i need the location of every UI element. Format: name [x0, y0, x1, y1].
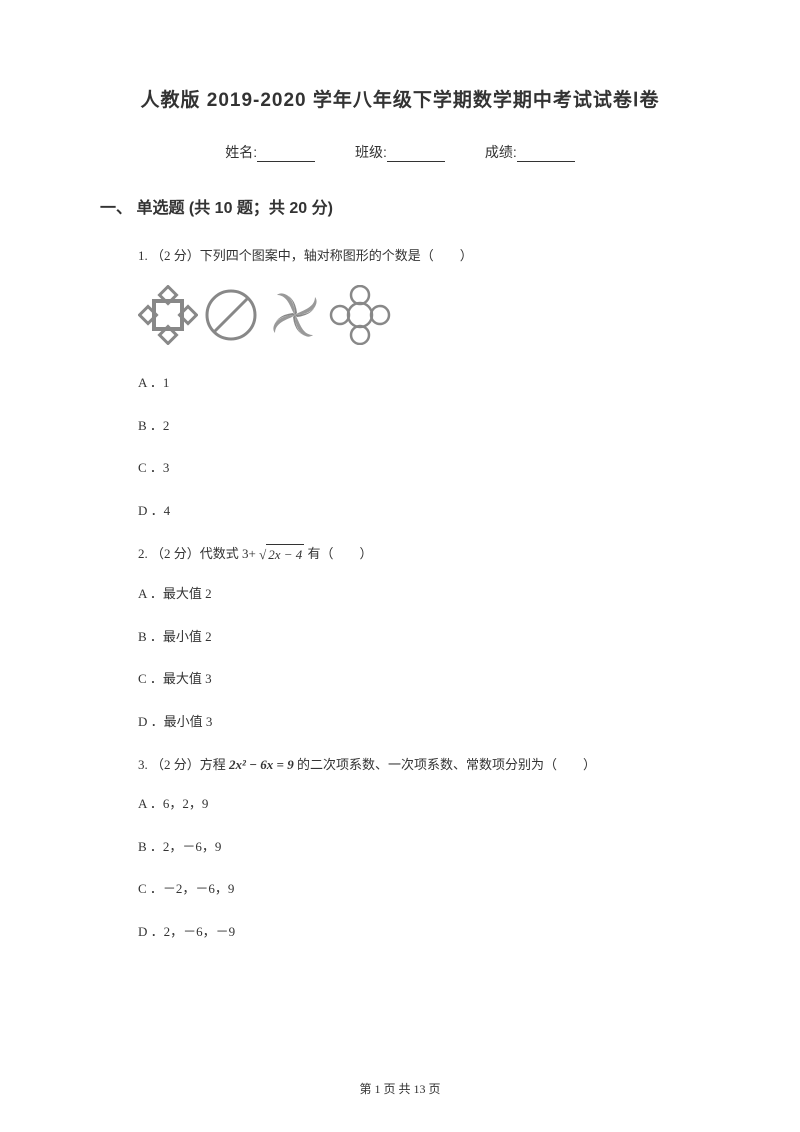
- name-field: 姓名:: [225, 142, 315, 162]
- page-title: 人教版 2019-2020 学年八年级下学期数学期中考试试卷Ⅰ卷: [100, 85, 700, 112]
- q2-suffix: 有（ ）: [304, 546, 372, 561]
- q1-optA: A ．1: [138, 373, 700, 394]
- q1-patterns: [138, 285, 700, 345]
- question-3: 3. （2 分）方程 2x² − 6x = 9 的二次项系数、一次项系数、常数项…: [100, 755, 700, 943]
- pattern-3-icon: [265, 285, 325, 345]
- info-row: 姓名: 班级: 成绩:: [100, 142, 700, 162]
- q2-optA: A ．最大值 2: [138, 584, 700, 605]
- score-label: 成绩:: [485, 144, 517, 160]
- score-field: 成绩:: [485, 142, 575, 162]
- q1-optD: D ．4: [138, 501, 700, 522]
- pattern-4-icon: [328, 285, 393, 345]
- q3-optD: D ．2，－6，－9: [138, 922, 700, 943]
- q2-sqrt-content: 2x − 4: [266, 544, 304, 566]
- q1-optC: C ．3: [138, 458, 700, 479]
- q1-optB: B ．2: [138, 416, 700, 437]
- pattern-1-icon: [138, 285, 198, 345]
- class-label: 班级:: [355, 144, 387, 160]
- class-field: 班级:: [355, 142, 445, 162]
- question-2: 2. （2 分）代数式 3+ √2x − 4 有（ ） A ．最大值 2 B ．…: [100, 544, 700, 733]
- q2-optD: D ．最小值 3: [138, 712, 700, 733]
- class-blank: [387, 148, 445, 162]
- q2-prefix: 2. （2 分）代数式 3+: [138, 546, 259, 561]
- page-footer: 第 1 页 共 13 页: [0, 1080, 800, 1097]
- q3-prefix: 3. （2 分）方程: [138, 757, 229, 772]
- q2-optC: C ．最大值 3: [138, 669, 700, 690]
- q3-optB: B ．2，－6，9: [138, 837, 700, 858]
- name-blank: [257, 148, 315, 162]
- q3-optA: A ．6，2，9: [138, 794, 700, 815]
- q1-text: 1. （2 分）下列四个图案中，轴对称图形的个数是（ ）: [138, 246, 700, 267]
- q2-optB: B ．最小值 2: [138, 627, 700, 648]
- pattern-2-icon: [201, 285, 261, 345]
- q2-text: 2. （2 分）代数式 3+ √2x − 4 有（ ）: [138, 544, 700, 566]
- score-blank: [517, 148, 575, 162]
- q3-suffix: 的二次项系数、一次项系数、常数项分别为（ ）: [294, 757, 596, 772]
- sqrt-icon: √2x − 4: [259, 544, 304, 566]
- question-1: 1. （2 分）下列四个图案中，轴对称图形的个数是（ ）: [100, 246, 700, 522]
- name-label: 姓名:: [225, 144, 257, 160]
- q3-expr: 2x² − 6x = 9: [229, 757, 294, 772]
- q3-text: 3. （2 分）方程 2x² − 6x = 9 的二次项系数、一次项系数、常数项…: [138, 755, 700, 776]
- section-header: 一、 单选题 (共 10 题；共 20 分): [100, 194, 700, 218]
- q3-optC: C ．－2，－6，9: [138, 879, 700, 900]
